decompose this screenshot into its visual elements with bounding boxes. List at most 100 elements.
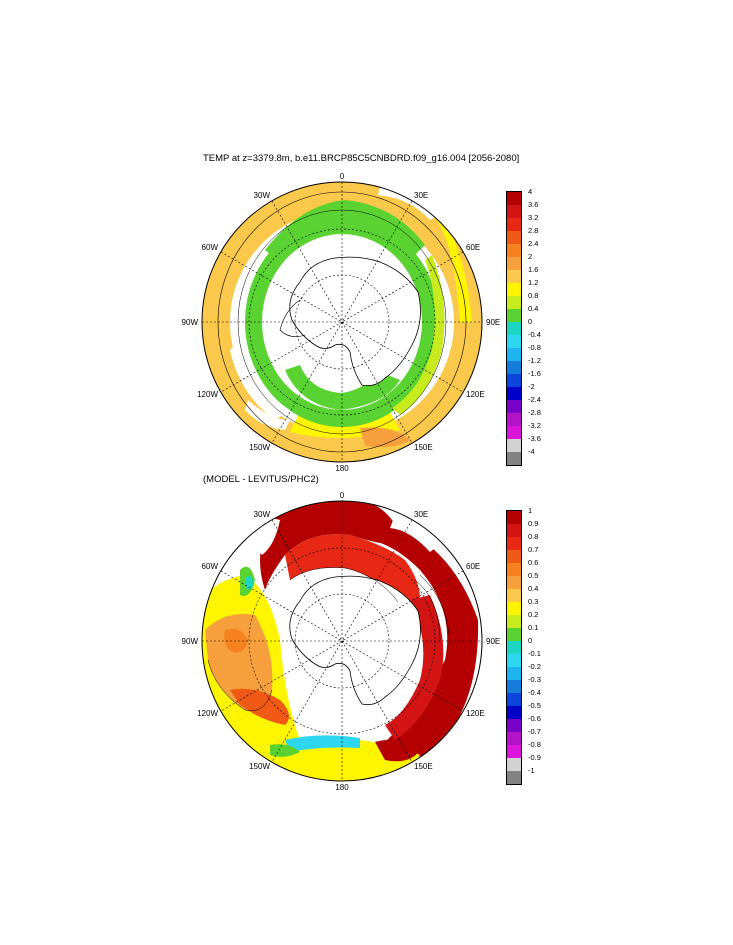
colorbar-label: 2.8	[528, 226, 539, 235]
colorbar-label: -0.8	[528, 740, 541, 749]
colorbar-label: -3.2	[528, 421, 541, 430]
colorbar-swatch	[507, 335, 521, 348]
field-nodata-ne	[390, 515, 445, 552]
colorbar-swatch	[507, 257, 521, 270]
temperature-map	[202, 182, 482, 462]
colorbar-label: -0.9	[528, 753, 541, 762]
colorbar-swatch	[507, 628, 521, 641]
colorbar-swatch	[507, 244, 521, 257]
colorbar-swatch	[507, 537, 521, 550]
lon-label: 150E	[414, 762, 433, 771]
field-cyan-60w	[245, 576, 254, 590]
colorbar-label: 0.4	[528, 304, 539, 313]
lon-label: 60W	[202, 243, 219, 252]
colorbar-swatch	[507, 387, 521, 400]
temperature-map-border	[201, 181, 483, 463]
antarctica	[289, 575, 421, 706]
colorbar-swatch	[507, 205, 521, 218]
colorbar-label: 2	[528, 252, 533, 261]
difference-map	[202, 501, 482, 781]
field-cyan-south	[285, 735, 360, 752]
colorbar-swatch	[507, 296, 521, 309]
colorbar-label: -1.6	[528, 369, 541, 378]
colorbar-swatch	[507, 361, 521, 374]
lon-label: 0	[340, 491, 345, 500]
colorbar-label: -2	[528, 382, 535, 391]
colorbar-swatch	[507, 322, 521, 335]
colorbar-swatch	[507, 550, 521, 563]
lon-label: 120W	[197, 390, 218, 399]
colorbar-label: -2.4	[528, 395, 541, 404]
field-nodata-south	[300, 705, 385, 729]
field-nodata-ne	[378, 185, 440, 220]
field-red-east	[370, 520, 479, 757]
colorbar-label: -4	[528, 447, 535, 456]
colorbar-label: -0.7	[528, 727, 541, 736]
field-nodata-west	[230, 340, 290, 420]
colorbar-swatch	[507, 413, 521, 426]
colorbar-swatch	[507, 641, 521, 654]
colorbar-swatch	[507, 426, 521, 439]
colorbar-swatch	[507, 602, 521, 615]
colorbar-swatch	[507, 615, 521, 628]
map-title-temperature: TEMP at z=3379.8m, b.e11.BRCP85C5CNBDRD.…	[203, 153, 520, 164]
colorbar-label: 0	[528, 317, 533, 326]
longitude-labels-top: 0 30E 60E 90E 120E 150E 180 150W 120W 90…	[182, 172, 501, 473]
colorbar-label: 3.6	[528, 200, 539, 209]
colorbar-label: 0.3	[528, 597, 539, 606]
colorbar-label: 1	[528, 506, 533, 515]
field-orange-150e	[360, 427, 410, 448]
colorbar-label: -0.6	[528, 714, 541, 723]
colorbar-swatch	[507, 400, 521, 413]
lon-label: 30E	[414, 510, 428, 519]
colorbar-swatch	[507, 563, 521, 576]
field-orange-west	[205, 614, 273, 711]
field-nodata-sw	[245, 400, 290, 430]
lon-label: 60W	[202, 562, 219, 571]
colorbar-label: 0.8	[528, 532, 539, 541]
colorbar-label: -0.5	[528, 701, 541, 710]
colorbar-swatch	[507, 374, 521, 387]
colorbar-label: 0	[528, 636, 533, 645]
lon-label: 90E	[486, 637, 500, 646]
lon-label: 180	[335, 464, 349, 473]
lon-label: 90E	[486, 318, 500, 327]
longitude-labels-bottom: 0 30E 60E 90E 120E 150E 180 150W 120W 90…	[182, 491, 501, 792]
colorbar-label: -1	[528, 766, 535, 775]
colorbar-label: 1.2	[528, 278, 539, 287]
colorbar-swatch	[507, 309, 521, 322]
lon-label: 30W	[254, 191, 271, 200]
colorbar-swatch	[507, 706, 521, 719]
colorbar-label: 2.4	[528, 239, 539, 248]
colorbar-swatch	[507, 667, 521, 680]
difference-map-border	[201, 500, 483, 782]
colorbar-label: 0.9	[528, 519, 539, 528]
lon-label: 60E	[466, 243, 480, 252]
colorbar-label: -0.1	[528, 649, 541, 658]
colorbar-swatch	[507, 719, 521, 732]
lon-label: 90W	[182, 637, 199, 646]
colorbar-swatch	[507, 348, 521, 361]
colorbar-label: -0.4	[528, 688, 541, 697]
lon-label: 150W	[249, 762, 270, 771]
lon-label: 0	[340, 172, 345, 181]
colorbar-label: -0.2	[528, 662, 541, 671]
field-lightgreen-east	[392, 255, 445, 415]
antarctic-peninsula	[279, 299, 306, 337]
lon-label: 120E	[466, 709, 485, 718]
lon-label: 30W	[254, 510, 271, 519]
colorbar-swatch	[507, 511, 521, 524]
colorbar-swatch	[507, 680, 521, 693]
colorbar-swatch	[507, 693, 521, 706]
lon-label: 150W	[249, 443, 270, 452]
colorbar-swatch	[507, 283, 521, 296]
field-green-north	[265, 200, 425, 262]
colorbar-swatch	[507, 439, 521, 452]
colorbar-label: 0.1	[528, 623, 539, 632]
lon-label: 120W	[197, 709, 218, 718]
colorbar-label: 1.6	[528, 265, 539, 274]
colorbar-swatch	[507, 270, 521, 283]
colorbar-label: 0.2	[528, 610, 539, 619]
antarctica	[289, 256, 421, 387]
